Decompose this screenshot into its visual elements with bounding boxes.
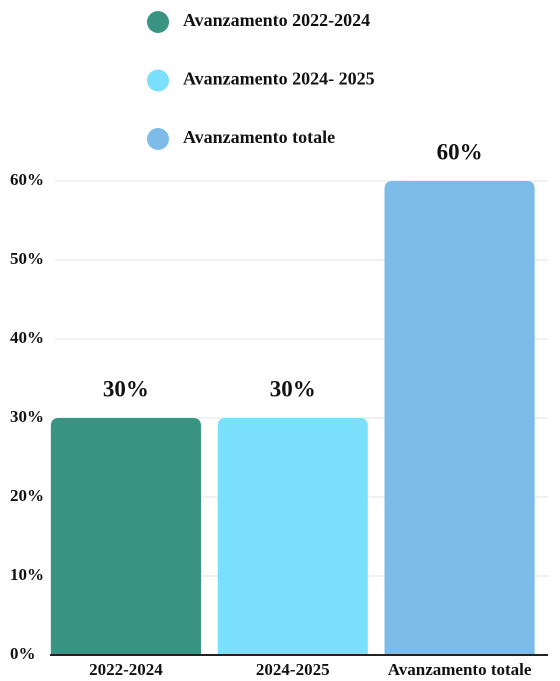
bar xyxy=(217,418,368,655)
y-tick-label: 50% xyxy=(10,249,44,268)
x-tick-label: 2024-2025 xyxy=(256,660,330,679)
legend-label: Avanzamento totale xyxy=(183,127,335,147)
value-label: 60% xyxy=(437,139,483,164)
y-tick-label: 20% xyxy=(10,486,44,505)
y-tick-label: 60% xyxy=(10,170,44,189)
bar xyxy=(50,418,201,655)
legend-label: Avanzamento 2022-2024 xyxy=(183,10,370,30)
legend-swatch xyxy=(147,128,169,150)
y-tick-label: 30% xyxy=(10,407,44,426)
bar xyxy=(384,181,535,655)
y-tick-label: 0% xyxy=(10,644,36,663)
y-tick-label: 40% xyxy=(10,328,44,347)
value-label: 30% xyxy=(103,376,149,401)
x-tick-label: 2022-2024 xyxy=(89,660,163,679)
y-tick-label: 10% xyxy=(10,565,44,584)
legend-label: Avanzamento 2024- 2025 xyxy=(183,69,375,89)
legend-swatch xyxy=(147,11,169,33)
x-tick-label: Avanzamento totale xyxy=(388,660,532,679)
value-label: 30% xyxy=(270,376,316,401)
legend-swatch xyxy=(147,69,169,92)
